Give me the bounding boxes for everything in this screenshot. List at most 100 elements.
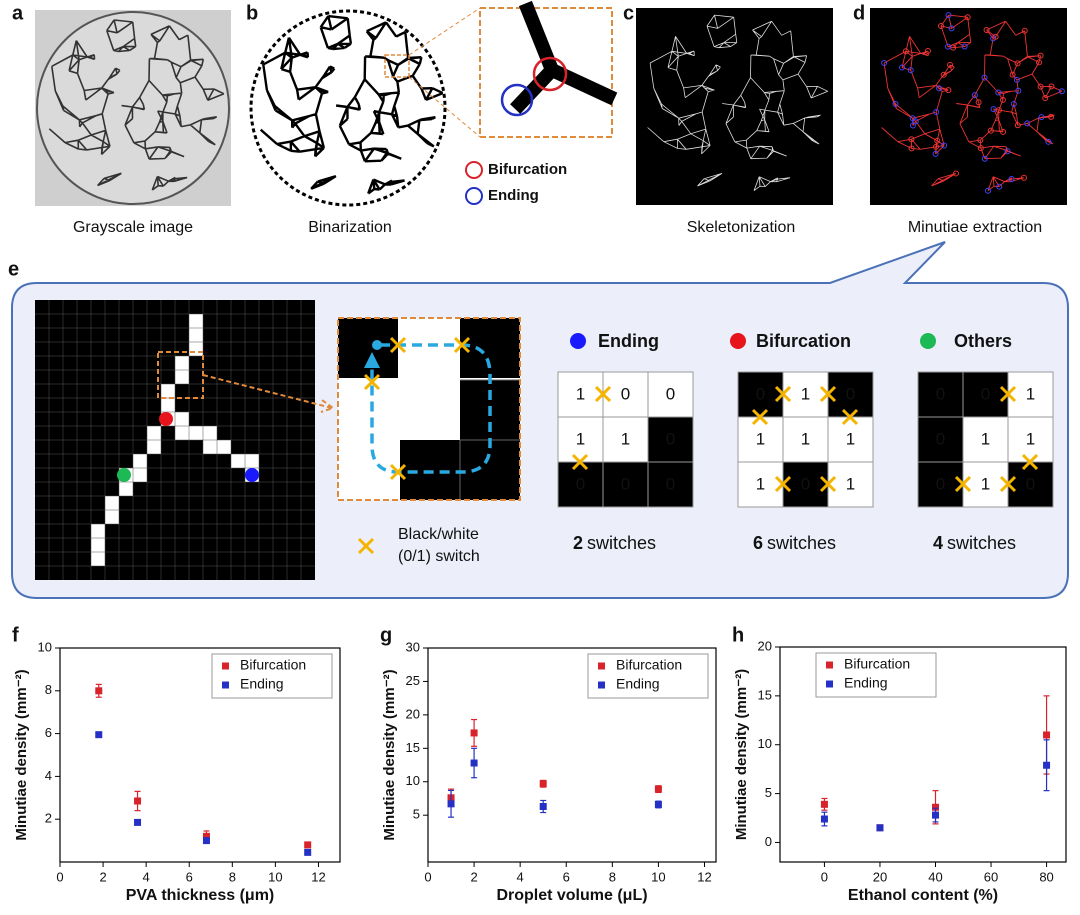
switch-mark: [999, 385, 1017, 403]
legend-ring: [465, 161, 483, 179]
x-axis-label: PVA thickness (μm): [126, 887, 275, 904]
legend-label: Bifurcation: [240, 657, 306, 673]
cracks: [48, 19, 225, 191]
cell-value: 1: [756, 429, 765, 448]
minutia: [945, 12, 952, 19]
minutia: [941, 142, 948, 149]
point: [134, 818, 142, 826]
switch-unit: switches: [587, 533, 656, 553]
ridge-pixel: [91, 538, 105, 552]
caption: Minutiae extraction: [908, 219, 1042, 236]
x-tick-label: 10: [268, 869, 282, 884]
point: [134, 797, 142, 805]
y-tick-label: 20: [406, 706, 420, 721]
skeleton-image: [636, 8, 833, 205]
cracks: [259, 14, 444, 195]
x-tick-label: 0: [424, 869, 431, 884]
minutia: [981, 155, 988, 162]
minutia: [909, 115, 916, 122]
plot-frame: [779, 646, 1067, 863]
switch-mark: [841, 408, 859, 426]
x-tick-label: 80: [1039, 869, 1053, 884]
ridge-pixel: [189, 342, 203, 356]
type-dot: [570, 333, 586, 349]
type-dot: [920, 333, 936, 349]
y-tick-label: 8: [45, 682, 52, 697]
minutia: [947, 61, 954, 68]
point: [304, 841, 312, 849]
legend-swatch: [826, 661, 833, 669]
point: [470, 729, 478, 737]
minutia: [1010, 100, 1017, 107]
plot-frame: [59, 647, 341, 863]
minutia: [945, 43, 952, 50]
cell: [962, 416, 1009, 463]
switch-count: 4: [933, 533, 943, 553]
others-dot: [117, 468, 131, 482]
minutia: [990, 106, 997, 113]
panel-label: h: [732, 624, 744, 646]
ridge-pixel: [175, 356, 189, 370]
switch-mark: [999, 475, 1017, 493]
legend-label: Bifurcation: [488, 161, 567, 178]
y-axis-label: Minutiae density (mm⁻²): [381, 669, 398, 840]
cell: [557, 416, 604, 463]
switch-mark: [1021, 453, 1039, 471]
minutia: [1048, 83, 1055, 90]
minutia: [999, 96, 1006, 103]
minutia: [977, 145, 984, 152]
cell-value: 1: [621, 429, 630, 448]
x-tick-label: 40: [928, 869, 942, 884]
type-label: Ending: [598, 331, 659, 351]
cell: [782, 416, 829, 463]
minutia: [940, 71, 947, 78]
minutia: [1024, 120, 1031, 127]
type-dot: [730, 333, 746, 349]
legend-label: Bifurcation: [844, 656, 910, 672]
minutia: [898, 64, 905, 71]
cell-value: 0: [621, 384, 630, 403]
cell-value: 0: [1026, 474, 1035, 493]
black-pixel: [338, 318, 398, 378]
cell: [1007, 461, 1054, 508]
y-tick-label: 6: [45, 725, 52, 740]
cell: [1007, 371, 1054, 418]
minutia: [1042, 94, 1049, 101]
panel-label: f: [12, 624, 19, 646]
panel-label: g: [380, 624, 392, 646]
x-tick-label: 6: [563, 869, 570, 884]
ridge-pixel: [147, 426, 161, 440]
ending-ring: [500, 83, 534, 117]
minutia: [1020, 174, 1027, 181]
point: [931, 811, 939, 819]
switch-mark: [363, 373, 381, 391]
point: [820, 800, 828, 808]
cell: [647, 371, 694, 418]
ridge-pixel: [189, 426, 203, 440]
minutia: [996, 183, 1003, 190]
minutia: [892, 100, 899, 107]
minutia: [983, 27, 990, 34]
switch-mark: [453, 336, 471, 354]
minutia: [1045, 138, 1052, 145]
minutia: [908, 136, 915, 143]
caption: Grayscale image: [73, 219, 193, 236]
cell-value: 1: [1026, 429, 1035, 448]
ridge-pixel: [119, 482, 133, 496]
switch-mark: [389, 336, 407, 354]
point: [447, 800, 455, 808]
switch-mark: [751, 408, 769, 426]
x-tick-label: 8: [229, 869, 236, 884]
point: [539, 780, 547, 788]
black-pixel: [460, 318, 520, 378]
y-tick-label: 2: [45, 811, 52, 826]
cell-value: 0: [936, 429, 945, 448]
cell-value: 0: [666, 384, 675, 403]
zoom-frame: [337, 317, 521, 501]
x-tick-label: 10: [651, 869, 665, 884]
minutia: [932, 143, 939, 150]
ridge-pixel: [231, 454, 245, 468]
x-tick-label: 4: [517, 869, 524, 884]
cell-value: 1: [981, 474, 990, 493]
